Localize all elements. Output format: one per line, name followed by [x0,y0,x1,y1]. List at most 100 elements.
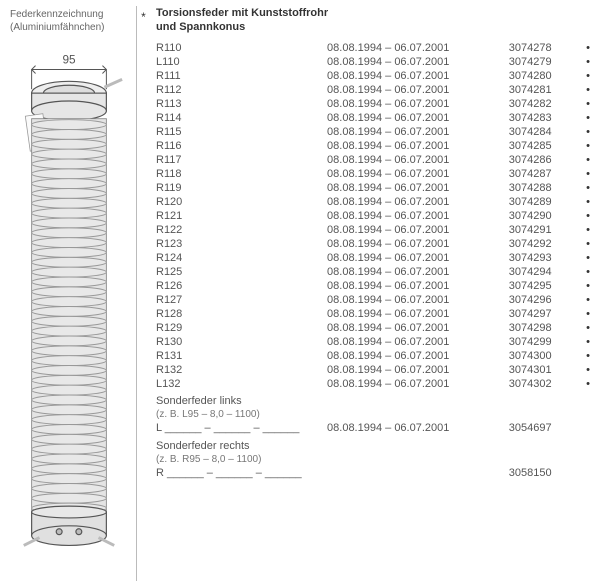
special-right-label: Sonderfeder rechts [156,439,327,453]
date-cell: 08.08.1994 – 06.07.2001 [327,377,509,391]
table-row: R13108.08.1994 – 06.07.20013074300• [156,349,590,363]
special-right-sub: (z. B. R95 – 8,0 – 1100) [156,453,327,466]
part-cell: 3074289 [509,195,575,209]
dot-cell: • [575,293,590,307]
part-cell: 3074295 [509,279,575,293]
table-row: R12508.08.1994 – 06.07.20013074294• [156,265,590,279]
table-row: R12008.08.1994 – 06.07.20013074289• [156,195,590,209]
part-cell: 3074282 [509,97,575,111]
part-cell: 3074288 [509,181,575,195]
date-cell: 08.08.1994 – 06.07.2001 [327,69,509,83]
code-cell: L132 [156,377,327,391]
code-cell: R123 [156,237,327,251]
part-cell: 3074285 [509,139,575,153]
parts-table: R11008.08.1994 – 06.07.20013074278•L1100… [156,41,590,482]
spring-diagram: 95 [10,42,128,553]
table-row: R11308.08.1994 – 06.07.20013074282• [156,97,590,111]
date-cell: 08.08.1994 – 06.07.2001 [327,41,509,55]
special-left-line: L ______ – ______ – ______ [156,421,327,435]
table-row: R13208.08.1994 – 06.07.20013074301• [156,363,590,377]
date-cell: 08.08.1994 – 06.07.2001 [327,167,509,181]
table-row: R12808.08.1994 – 06.07.20013074297• [156,307,590,321]
dot-cell: • [575,41,590,55]
dot-cell: • [575,335,590,349]
date-cell: 08.08.1994 – 06.07.2001 [327,223,509,237]
dot-cell: • [575,167,590,181]
code-cell: R119 [156,181,327,195]
dot-cell: • [575,321,590,335]
table-row: R11108.08.1994 – 06.07.20013074280• [156,69,590,83]
table-row: R11508.08.1994 – 06.07.20013074284• [156,125,590,139]
special-right-row: Sonderfeder rechts (z. B. R95 – 8,0 – 11… [156,436,590,482]
dot-cell: • [575,181,590,195]
part-cell: 3074278 [509,41,575,55]
date-cell: 08.08.1994 – 06.07.2001 [327,139,509,153]
dot-cell: • [575,83,590,97]
table-row: L11008.08.1994 – 06.07.20013074279• [156,55,590,69]
title-line1: Torsionsfeder mit Kunststoffrohr [156,6,590,20]
part-cell: 3074290 [509,209,575,223]
special-left-sub: (z. B. L95 – 8,0 – 1100) [156,408,327,421]
date-cell: 08.08.1994 – 06.07.2001 [327,237,509,251]
dot-cell: • [575,349,590,363]
title: Torsionsfeder mit Kunststoffrohr und Spa… [156,6,590,35]
date-cell: 08.08.1994 – 06.07.2001 [327,83,509,97]
date-cell: 08.08.1994 – 06.07.2001 [327,279,509,293]
dot-cell: • [575,195,590,209]
code-cell: L110 [156,55,327,69]
dot-cell: • [575,55,590,69]
dot-cell: • [575,97,590,111]
dot-cell: • [575,209,590,223]
dot-cell: • [575,251,590,265]
dot-cell: • [575,363,590,377]
special-right-date [327,436,509,482]
table-row: R12308.08.1994 – 06.07.20013074292• [156,237,590,251]
dot-cell: • [575,111,590,125]
code-cell: R130 [156,335,327,349]
title-line2: und Spannkonus [156,20,590,34]
left-column: Federkennzeichnung (Aluminiumfähnchen) 9… [4,6,134,581]
part-cell: 3074279 [509,55,575,69]
dot-cell: • [575,69,590,83]
code-cell: R115 [156,125,327,139]
table-row: R11908.08.1994 – 06.07.20013074288• [156,181,590,195]
date-cell: 08.08.1994 – 06.07.2001 [327,55,509,69]
table-row: R12608.08.1994 – 06.07.20013074295• [156,279,590,293]
dot-cell: • [575,377,590,391]
part-cell: 3074281 [509,83,575,97]
part-cell: 3074294 [509,265,575,279]
part-cell: 3074300 [509,349,575,363]
date-cell: 08.08.1994 – 06.07.2001 [327,153,509,167]
part-cell: 3074302 [509,377,575,391]
dot-cell: • [575,307,590,321]
table-row: R11208.08.1994 – 06.07.20013074281• [156,83,590,97]
code-cell: R125 [156,265,327,279]
date-cell: 08.08.1994 – 06.07.2001 [327,307,509,321]
table-row: R11608.08.1994 – 06.07.20013074285• [156,139,590,153]
date-cell: 08.08.1994 – 06.07.2001 [327,349,509,363]
part-cell: 3074297 [509,307,575,321]
part-cell: 3074286 [509,153,575,167]
dimension-label: 95 [62,54,76,67]
dot-cell: • [575,279,590,293]
part-cell: 3074299 [509,335,575,349]
code-cell: R110 [156,41,327,55]
part-cell: 3074287 [509,167,575,181]
date-cell: 08.08.1994 – 06.07.2001 [327,195,509,209]
date-cell: 08.08.1994 – 06.07.2001 [327,335,509,349]
special-left-label: Sonderfeder links [156,394,327,408]
date-cell: 08.08.1994 – 06.07.2001 [327,265,509,279]
code-cell: R129 [156,321,327,335]
special-right-line: R ______ – ______ – ______ [156,466,327,480]
code-cell: R113 [156,97,327,111]
special-left-part: 3054697 [509,391,575,437]
left-header: Federkennzeichnung (Aluminiumfähnchen) [4,6,134,34]
code-cell: R121 [156,209,327,223]
date-cell: 08.08.1994 – 06.07.2001 [327,125,509,139]
left-header-line2: (Aluminiumfähnchen) [10,21,134,34]
code-cell: R122 [156,223,327,237]
date-cell: 08.08.1994 – 06.07.2001 [327,181,509,195]
part-cell: 3074301 [509,363,575,377]
star-column: * [136,6,150,581]
part-cell: 3074298 [509,321,575,335]
